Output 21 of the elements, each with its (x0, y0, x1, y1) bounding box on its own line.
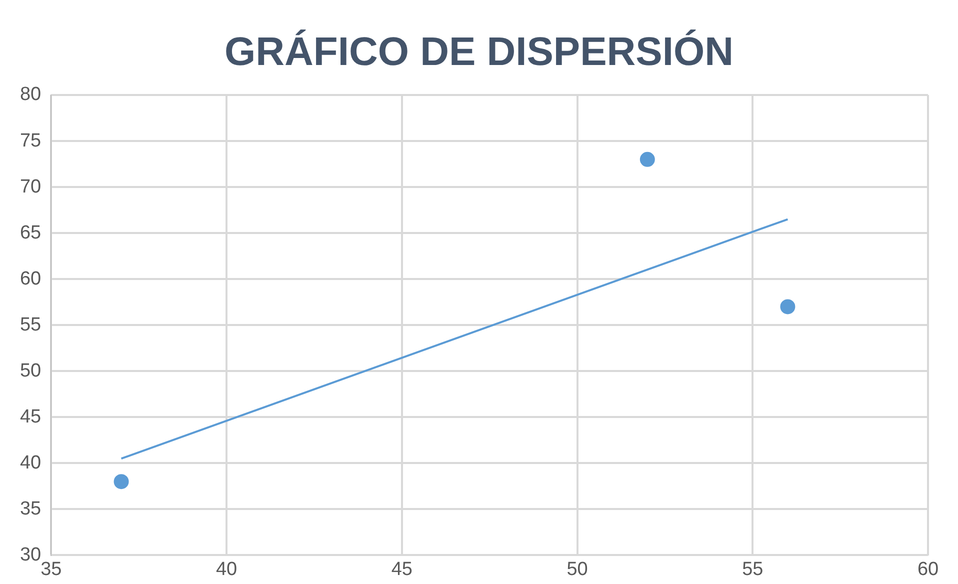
point (640, 152, 655, 167)
x-tick-label: 45 (391, 558, 412, 580)
y-tick-label: 40 (20, 452, 42, 474)
y-tick-label: 60 (20, 268, 42, 290)
point (114, 474, 129, 490)
point (780, 299, 796, 314)
y-tick-label: 30 (20, 544, 42, 566)
x-tick-label: 60 (917, 558, 939, 580)
y-tick-label: 75 (20, 130, 42, 152)
y-tick-label: 55 (20, 314, 42, 336)
y-tick-label: 65 (20, 222, 42, 244)
chart-title: GRÁFICO DE DISPERSIÓN (224, 30, 734, 75)
x-tick-label: 35 (40, 558, 62, 580)
y-tick-label: 50 (20, 360, 42, 382)
y-tick-label: 45 (20, 406, 42, 428)
y-tick-label: 35 (20, 498, 42, 520)
x-tick-label: 55 (742, 558, 764, 580)
y-tick-label: 70 (20, 176, 42, 198)
y-tick-label: 80 (20, 84, 42, 106)
x-tick-label: 50 (566, 558, 588, 580)
x-tick-label: 40 (216, 558, 238, 580)
